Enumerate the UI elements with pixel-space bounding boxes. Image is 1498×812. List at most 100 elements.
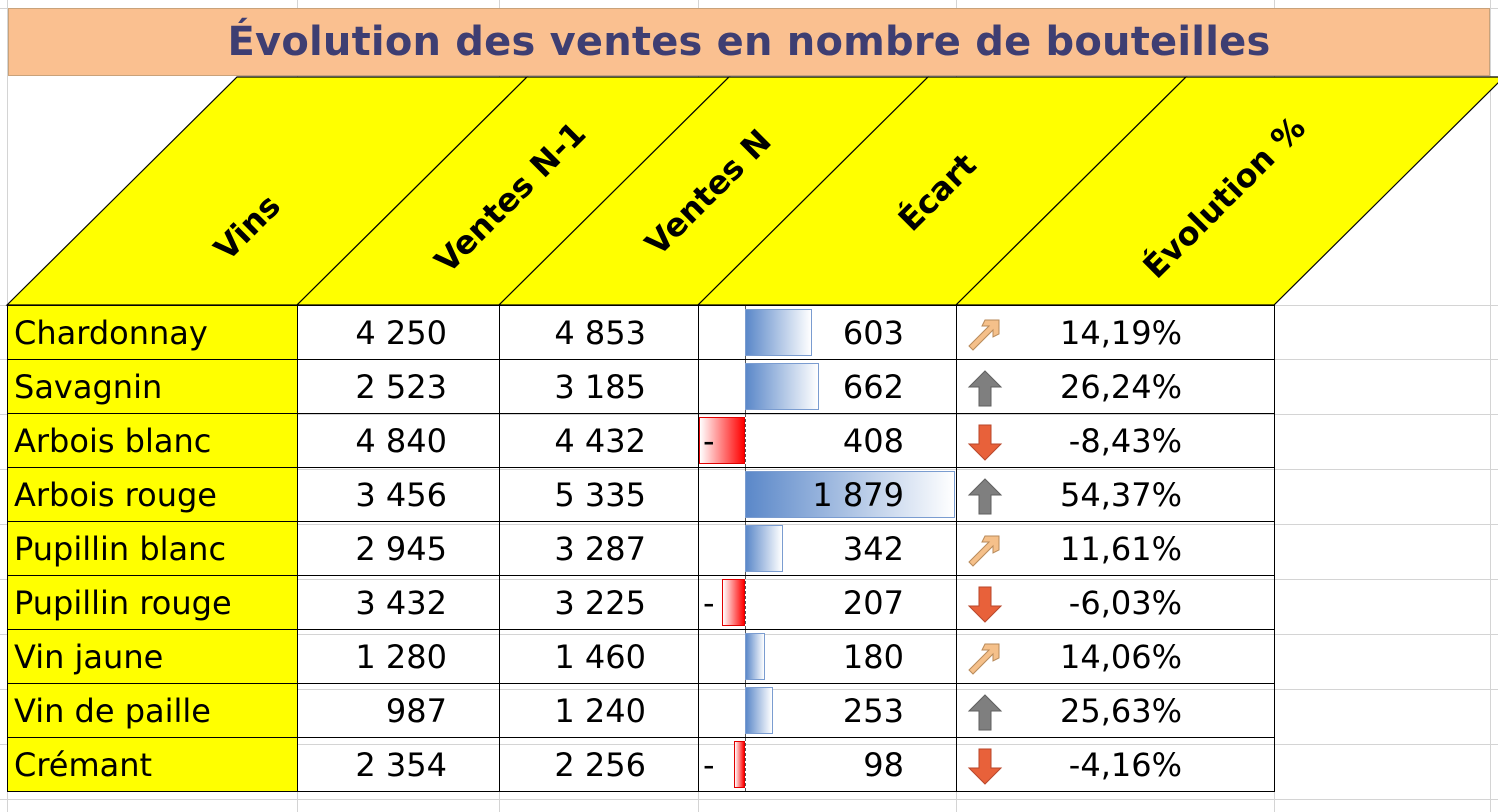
negative-sign: - xyxy=(703,422,715,460)
difference-value: 1 879 xyxy=(812,476,904,514)
sales-current: 3 185 xyxy=(554,367,646,406)
difference-cell[interactable]: - 98 xyxy=(698,737,957,792)
wine-name: Vin jaune xyxy=(14,637,164,676)
sales-previous: 2 523 xyxy=(355,367,447,406)
sales-current: 4 432 xyxy=(554,421,646,460)
table-row: Arbois rouge 3 456 5 335 1 879 54,37% xyxy=(7,467,1275,522)
difference-value: 253 xyxy=(842,692,904,730)
title-banner: Évolution des ventes en nombre de boutei… xyxy=(8,8,1490,76)
difference-data-bar xyxy=(745,687,774,734)
difference-cell[interactable]: - 207 xyxy=(698,575,957,630)
evolution-value: 11,61% xyxy=(1059,530,1182,568)
evolution-value: 14,19% xyxy=(1059,314,1182,352)
evolution-cell[interactable]: -4,16% xyxy=(956,737,1275,792)
wine-name: Crémant xyxy=(14,745,153,784)
sales-previous: 987 xyxy=(385,691,447,730)
table-row: Chardonnay 4 250 4 853 603 14,19% xyxy=(7,305,1275,360)
difference-value: 180 xyxy=(842,638,904,676)
sales-current: 3 287 xyxy=(554,529,646,568)
wine-name-cell[interactable]: Arbois rouge xyxy=(7,467,298,522)
sales-current-cell[interactable]: 1 240 xyxy=(499,683,699,738)
wine-name: Pupillin blanc xyxy=(14,529,227,568)
sales-previous-cell[interactable]: 2 945 xyxy=(297,521,500,576)
wine-name-cell[interactable]: Savagnin xyxy=(7,359,298,414)
evolution-value: 54,37% xyxy=(1059,476,1182,514)
sales-previous-cell[interactable]: 4 840 xyxy=(297,413,500,468)
difference-cell[interactable]: 662 xyxy=(698,359,957,414)
wine-name: Vin de paille xyxy=(14,691,211,730)
difference-cell[interactable]: 180 xyxy=(698,629,957,684)
wine-name-cell[interactable]: Chardonnay xyxy=(7,305,298,360)
arrow-up-icon xyxy=(967,370,1003,407)
wine-name: Pupillin rouge xyxy=(14,583,232,622)
negative-sign: - xyxy=(703,584,715,622)
table-row: Pupillin blanc 2 945 3 287 342 11,61% xyxy=(7,521,1275,576)
difference-cell[interactable]: 603 xyxy=(698,305,957,360)
evolution-cell[interactable]: -6,03% xyxy=(956,575,1275,630)
table-row: Crémant 2 354 2 256 - 98 -4,16% xyxy=(7,737,1275,792)
sales-current-cell[interactable]: 1 460 xyxy=(499,629,699,684)
sales-current-cell[interactable]: 5 335 xyxy=(499,467,699,522)
table-row: Savagnin 2 523 3 185 662 26,24% xyxy=(7,359,1275,414)
evolution-cell[interactable]: 14,06% xyxy=(956,629,1275,684)
wine-name-cell[interactable]: Pupillin rouge xyxy=(7,575,298,630)
wine-name: Arbois blanc xyxy=(14,421,212,460)
difference-cell[interactable]: 253 xyxy=(698,683,957,738)
difference-data-bar xyxy=(721,579,745,626)
wine-name-cell[interactable]: Arbois blanc xyxy=(7,413,298,468)
sales-previous: 4 250 xyxy=(355,313,447,352)
evolution-cell[interactable]: 26,24% xyxy=(956,359,1275,414)
sales-previous: 1 280 xyxy=(355,637,447,676)
column-headers: Vins Ventes N-1 Ventes N Écart Évolution… xyxy=(5,76,1498,306)
wine-name-cell[interactable]: Vin jaune xyxy=(7,629,298,684)
sales-current-cell[interactable]: 3 287 xyxy=(499,521,699,576)
sales-previous: 3 456 xyxy=(355,475,447,514)
evolution-cell[interactable]: 25,63% xyxy=(956,683,1275,738)
sales-current-cell[interactable]: 3 225 xyxy=(499,575,699,630)
sales-previous-cell[interactable]: 3 456 xyxy=(297,467,500,522)
arrow-down-icon xyxy=(967,748,1003,785)
arrow-up-icon xyxy=(967,478,1003,515)
arrow-up-right-icon xyxy=(968,319,1000,351)
sales-current-cell[interactable]: 4 432 xyxy=(499,413,699,468)
difference-data-bar xyxy=(734,741,745,788)
evolution-cell[interactable]: 14,19% xyxy=(956,305,1275,360)
difference-value: 662 xyxy=(842,368,904,406)
sales-table: Chardonnay 4 250 4 853 603 14,19% Savagn… xyxy=(7,305,1275,792)
evolution-cell[interactable]: 54,37% xyxy=(956,467,1275,522)
arrow-down-icon xyxy=(967,586,1003,623)
sales-current-cell[interactable]: 2 256 xyxy=(499,737,699,792)
wine-name-cell[interactable]: Crémant xyxy=(7,737,298,792)
evolution-cell[interactable]: -8,43% xyxy=(956,413,1275,468)
difference-cell[interactable]: - 408 xyxy=(698,413,957,468)
sales-previous-cell[interactable]: 987 xyxy=(297,683,500,738)
difference-value: 98 xyxy=(863,746,904,784)
difference-data-bar xyxy=(745,309,813,356)
difference-value: 408 xyxy=(842,422,904,460)
wine-name: Arbois rouge xyxy=(14,475,217,514)
evolution-value: -8,43% xyxy=(1068,422,1182,460)
difference-data-bar xyxy=(745,525,784,572)
wine-name-cell[interactable]: Vin de paille xyxy=(7,683,298,738)
evolution-cell[interactable]: 11,61% xyxy=(956,521,1275,576)
difference-cell[interactable]: 342 xyxy=(698,521,957,576)
sales-previous-cell[interactable]: 3 432 xyxy=(297,575,500,630)
sales-previous-cell[interactable]: 4 250 xyxy=(297,305,500,360)
difference-cell[interactable]: 1 879 xyxy=(698,467,957,522)
evolution-value: 25,63% xyxy=(1059,692,1182,730)
evolution-value: 14,06% xyxy=(1059,638,1182,676)
difference-data-bar xyxy=(745,471,955,518)
sales-previous-cell[interactable]: 2 354 xyxy=(297,737,500,792)
sales-current-cell[interactable]: 4 853 xyxy=(499,305,699,360)
sales-previous-cell[interactable]: 2 523 xyxy=(297,359,500,414)
sales-current-cell[interactable]: 3 185 xyxy=(499,359,699,414)
difference-data-bar xyxy=(699,417,745,464)
arrow-up-icon xyxy=(967,694,1003,731)
wine-name-cell[interactable]: Pupillin blanc xyxy=(7,521,298,576)
sales-current: 1 240 xyxy=(554,691,646,730)
sales-current: 3 225 xyxy=(554,583,646,622)
sales-current: 4 853 xyxy=(554,313,646,352)
sales-current: 1 460 xyxy=(554,637,646,676)
sales-previous-cell[interactable]: 1 280 xyxy=(297,629,500,684)
table-row: Vin de paille 987 1 240 253 25,63% xyxy=(7,683,1275,738)
